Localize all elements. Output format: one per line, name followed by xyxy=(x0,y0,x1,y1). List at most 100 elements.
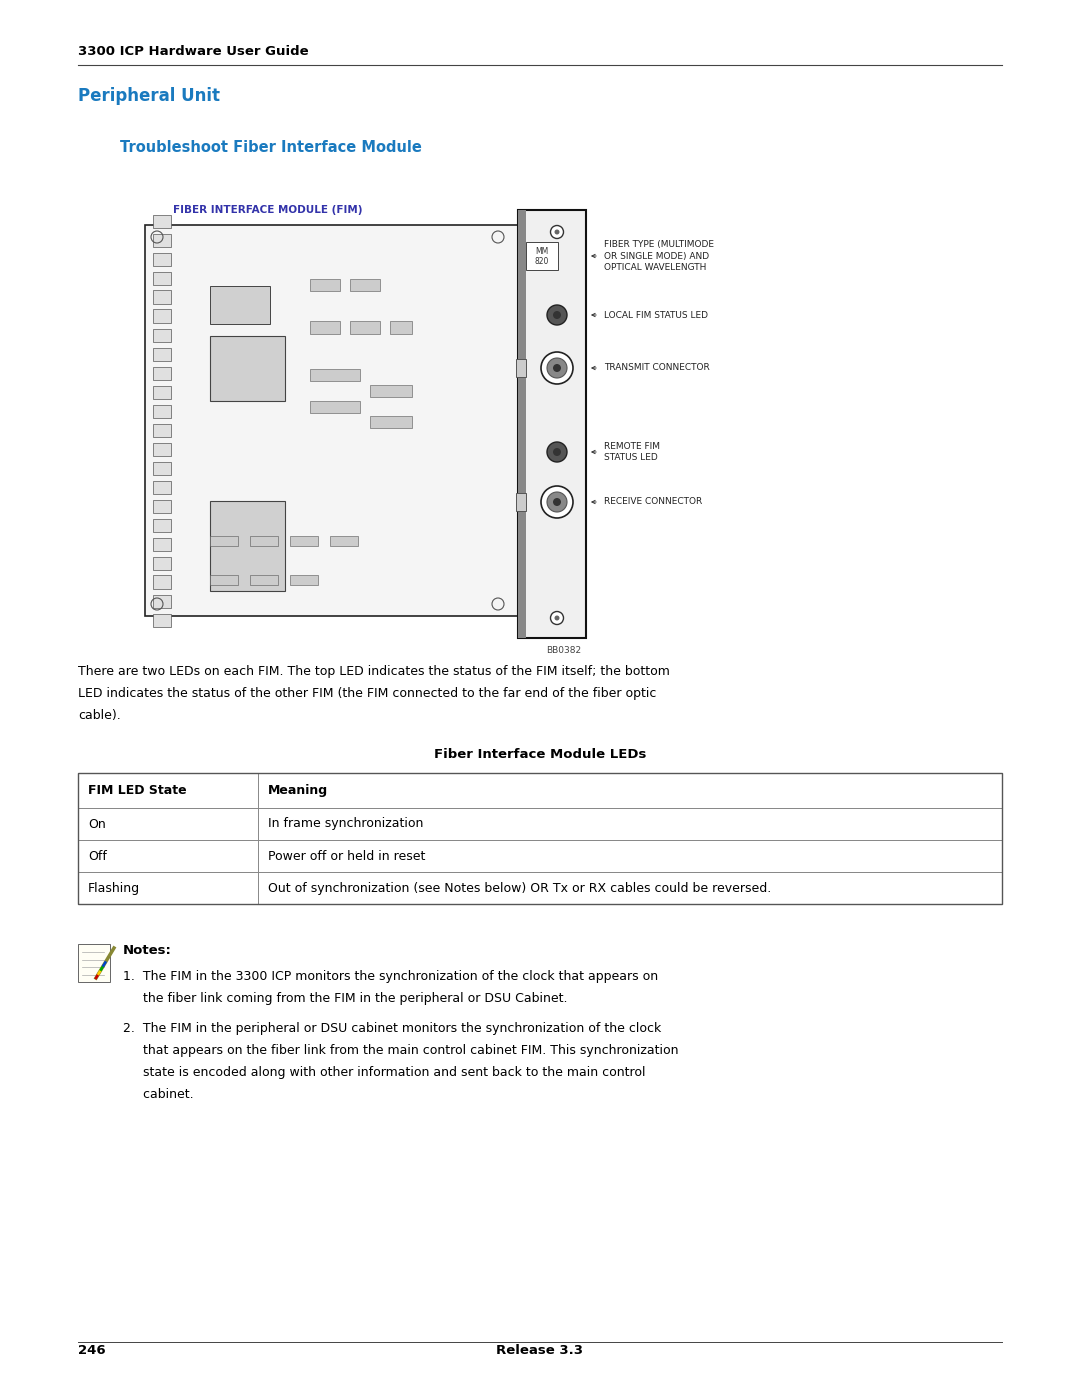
Circle shape xyxy=(554,616,559,620)
Bar xyxy=(153,366,171,380)
Bar xyxy=(78,872,1002,904)
Circle shape xyxy=(553,312,561,319)
Bar xyxy=(350,279,380,292)
Text: Fiber Interface Module LEDs: Fiber Interface Module LEDs xyxy=(434,747,646,761)
Text: 1.  The FIM in the 3300 ICP monitors the synchronization of the clock that appea: 1. The FIM in the 3300 ICP monitors the … xyxy=(123,970,658,983)
Bar xyxy=(518,210,586,638)
Text: In frame synchronization: In frame synchronization xyxy=(268,817,423,830)
Bar xyxy=(153,538,171,550)
Bar xyxy=(310,401,360,412)
Bar xyxy=(330,535,357,546)
Circle shape xyxy=(546,358,567,379)
Bar xyxy=(153,348,171,360)
Bar xyxy=(153,310,171,323)
Bar xyxy=(153,386,171,398)
Text: 2.  The FIM in the peripheral or DSU cabinet monitors the synchronization of the: 2. The FIM in the peripheral or DSU cabi… xyxy=(123,1023,661,1035)
Bar xyxy=(249,535,278,546)
Bar xyxy=(291,574,318,585)
Bar xyxy=(153,443,171,455)
Bar xyxy=(153,233,171,246)
Bar xyxy=(370,416,411,429)
Text: cabinet.: cabinet. xyxy=(123,1088,193,1101)
Bar xyxy=(310,279,340,292)
Bar xyxy=(370,386,411,397)
Bar xyxy=(210,502,285,591)
Text: Peripheral Unit: Peripheral Unit xyxy=(78,87,220,105)
Bar xyxy=(78,773,1002,807)
Text: the fiber link coming from the FIM in the peripheral or DSU Cabinet.: the fiber link coming from the FIM in th… xyxy=(123,992,567,1004)
Bar xyxy=(291,535,318,546)
Circle shape xyxy=(554,229,559,235)
Text: LED indicates the status of the other FIM (the FIM connected to the far end of t: LED indicates the status of the other FI… xyxy=(78,687,657,700)
Text: Power off or held in reset: Power off or held in reset xyxy=(268,849,426,862)
Bar xyxy=(78,840,1002,872)
Text: Off: Off xyxy=(87,849,107,862)
Text: MM: MM xyxy=(536,246,549,256)
Bar xyxy=(210,574,238,585)
Bar xyxy=(526,242,558,270)
Circle shape xyxy=(553,365,561,372)
Bar xyxy=(153,291,171,303)
Bar xyxy=(350,321,380,334)
Bar xyxy=(153,613,171,626)
Text: Notes:: Notes: xyxy=(123,944,172,957)
Text: cable).: cable). xyxy=(78,710,121,722)
Bar xyxy=(145,225,518,616)
Bar xyxy=(78,773,1002,904)
Circle shape xyxy=(541,486,573,518)
Bar xyxy=(153,518,171,531)
Text: FIBER TYPE (MULTIMODE
OR SINGLE MODE) AND
OPTICAL WAVELENGTH: FIBER TYPE (MULTIMODE OR SINGLE MODE) AN… xyxy=(604,240,714,271)
Text: Release 3.3: Release 3.3 xyxy=(497,1344,583,1356)
Bar xyxy=(153,500,171,513)
Bar xyxy=(153,405,171,418)
Text: 820: 820 xyxy=(535,257,550,265)
Circle shape xyxy=(546,441,567,462)
Bar xyxy=(516,359,526,377)
Text: 3300 ICP Hardware User Guide: 3300 ICP Hardware User Guide xyxy=(78,45,309,59)
Text: 246: 246 xyxy=(78,1344,106,1356)
Bar xyxy=(153,481,171,493)
Text: REMOTE FIM
STATUS LED: REMOTE FIM STATUS LED xyxy=(604,441,660,462)
Bar xyxy=(153,576,171,588)
Text: Out of synchronization (see Notes below) OR Tx or RX cables could be reversed.: Out of synchronization (see Notes below)… xyxy=(268,882,771,894)
Bar xyxy=(78,944,110,982)
Bar xyxy=(153,271,171,285)
Bar xyxy=(210,535,238,546)
Bar xyxy=(153,461,171,475)
Text: On: On xyxy=(87,817,106,830)
Circle shape xyxy=(546,492,567,511)
Text: LOCAL FIM STATUS LED: LOCAL FIM STATUS LED xyxy=(604,310,708,320)
Bar xyxy=(153,556,171,570)
Circle shape xyxy=(553,497,561,506)
Bar xyxy=(210,335,285,401)
Bar xyxy=(310,321,340,334)
Text: Flashing: Flashing xyxy=(87,882,140,894)
Text: state is encoded along with other information and sent back to the main control: state is encoded along with other inform… xyxy=(123,1066,646,1078)
Text: Troubleshoot Fiber Interface Module: Troubleshoot Fiber Interface Module xyxy=(120,140,422,155)
Text: RECEIVE CONNECTOR: RECEIVE CONNECTOR xyxy=(604,497,702,507)
Text: TRANSMIT CONNECTOR: TRANSMIT CONNECTOR xyxy=(604,363,710,373)
Bar xyxy=(153,595,171,608)
Text: Meaning: Meaning xyxy=(268,784,328,798)
Bar xyxy=(390,321,411,334)
Bar xyxy=(518,210,526,638)
Bar xyxy=(516,493,526,511)
Circle shape xyxy=(551,225,564,239)
Circle shape xyxy=(551,612,564,624)
Bar xyxy=(153,253,171,265)
Text: that appears on the fiber link from the main control cabinet FIM. This synchroni: that appears on the fiber link from the … xyxy=(123,1044,678,1058)
Bar xyxy=(310,369,360,381)
Bar xyxy=(153,423,171,436)
Circle shape xyxy=(546,305,567,326)
Bar xyxy=(210,286,270,324)
Bar xyxy=(153,215,171,228)
Bar xyxy=(249,574,278,585)
Text: BB0382: BB0382 xyxy=(545,645,581,655)
Text: FIM LED State: FIM LED State xyxy=(87,784,187,798)
Text: There are two LEDs on each FIM. The top LED indicates the status of the FIM itse: There are two LEDs on each FIM. The top … xyxy=(78,665,670,678)
Circle shape xyxy=(541,352,573,384)
Bar xyxy=(78,807,1002,840)
Text: FIBER INTERFACE MODULE (FIM): FIBER INTERFACE MODULE (FIM) xyxy=(173,205,363,215)
Circle shape xyxy=(553,448,561,455)
Bar xyxy=(153,328,171,341)
